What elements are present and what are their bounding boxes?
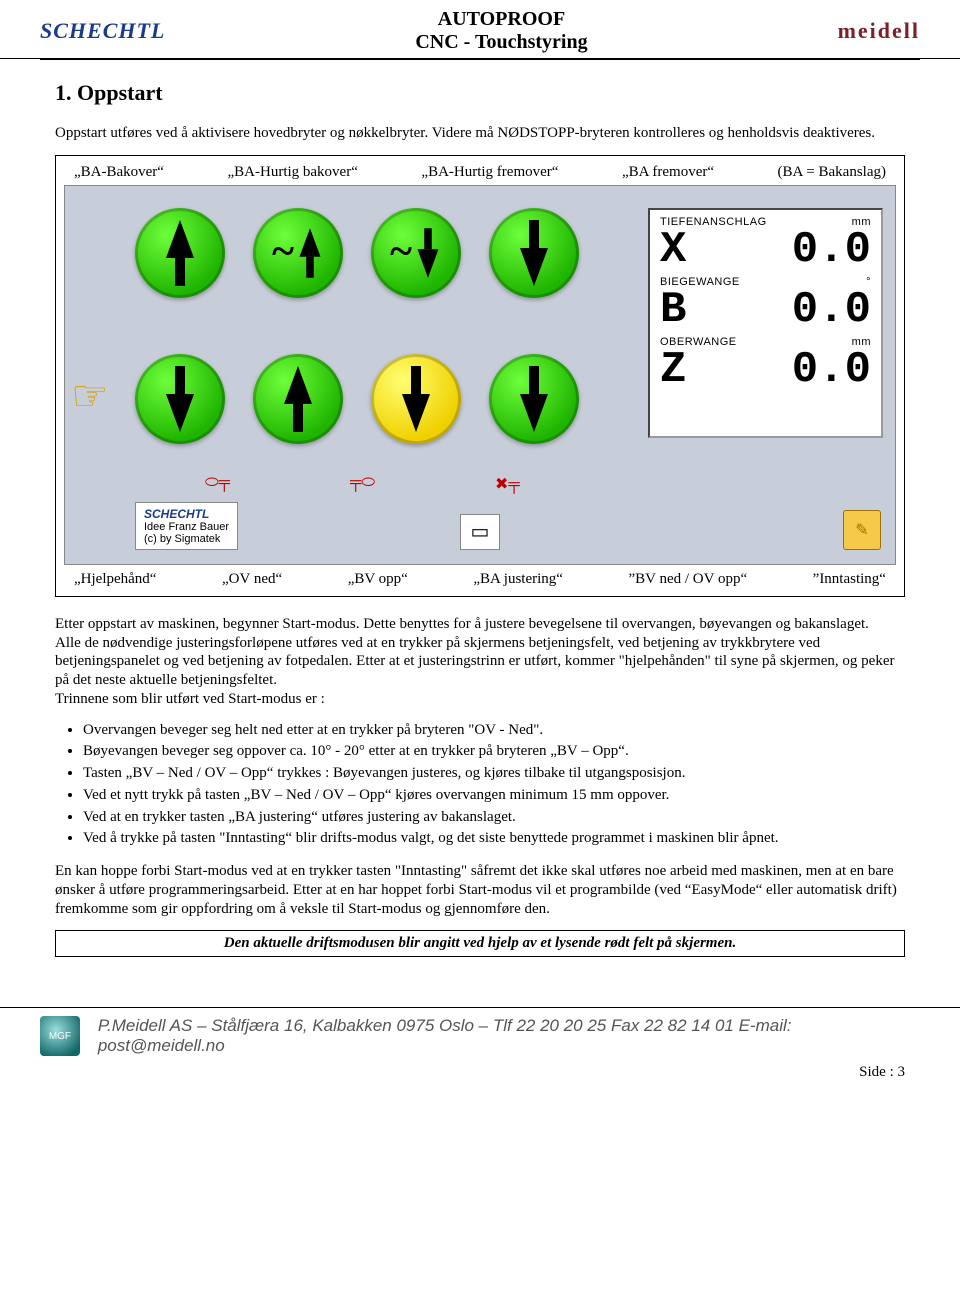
callout-ba-hurtig-fremover: „BA-Hurtig fremover“ (421, 164, 558, 181)
section-heading: 1. Oppstart (55, 80, 905, 106)
notepad-icon[interactable]: ✎ (843, 510, 881, 550)
bullet-item: Overvangen beveger seg helt ned etter at… (83, 721, 905, 740)
logo-left: SCHECHTL (40, 18, 165, 44)
info-banner: Den aktuelle driftsmodusen blir angitt v… (55, 930, 905, 957)
brand-box: SCHECHTL Idee Franz Bauer (c) by Sigmate… (135, 502, 238, 550)
readout-sym-z: Z (660, 348, 686, 392)
button-row-top: ~ ~ (135, 208, 579, 298)
readout-panel: TIEFENANSCHLAGmm X0.0 BIEGEWANGE° B0.0 O… (648, 208, 883, 438)
page-footer: MGF P.Meidell AS – Stålfjæra 16, Kalbakk… (0, 1007, 960, 1064)
hmi-callout-box: „BA-Bakover“ „BA-Hurtig bakover“ „BA-Hur… (55, 155, 905, 597)
body-p2: Alle de nødvendige justeringsforløpene u… (55, 634, 905, 690)
hmi-panel: ~ ~ ☞ (64, 185, 896, 565)
clamp-icon: ⬭╤ (205, 474, 230, 494)
callouts-top: „BA-Bakover“ „BA-Hurtig bakover“ „BA-Hur… (64, 162, 896, 183)
header-title: AUTOPROOF CNC - Touchstyring (165, 8, 837, 54)
page-header: SCHECHTL AUTOPROOF CNC - Touchstyring me… (0, 0, 960, 59)
brand-sub1: Idee Franz Bauer (144, 521, 229, 533)
clamp-icon: ╤⬭ (350, 474, 375, 494)
callout-hjelpehand: „Hjelpehånd“ (74, 571, 156, 588)
clamp-icon: ✖╤ (495, 474, 520, 494)
machine-icon[interactable]: ▭ (460, 514, 500, 550)
clamp-icons: ⬭╤ ╤⬭ ✖╤ (205, 474, 520, 494)
logo-right: meidell (838, 18, 920, 44)
callout-ba-justering: „BA justering“ (473, 571, 563, 588)
btn-bv-opp[interactable] (253, 354, 343, 444)
btn-ov-ned[interactable] (135, 354, 225, 444)
readout-sym-b: B (660, 288, 686, 332)
bullet-item: Ved at en trykker tasten „BA justering“ … (83, 808, 905, 827)
title-line2: CNC - Touchstyring (165, 31, 837, 54)
help-hand-icon: ☞ (71, 371, 109, 421)
content: 1. Oppstart Oppstart utføres ved å aktiv… (0, 60, 960, 967)
readout-sym-x: X (660, 228, 686, 272)
body-p1: Etter oppstart av maskinen, begynner Sta… (55, 615, 905, 634)
callout-ba-fremover: „BA fremover“ (622, 164, 714, 181)
callouts-bottom: „Hjelpehånd“ „OV ned“ „BV opp“ „BA juste… (64, 569, 896, 590)
callout-ba-note: (BA = Bakanslag) (778, 164, 886, 181)
body-p4: En kan hoppe forbi Start-modus ved at en… (55, 862, 905, 918)
footer-logo-icon: MGF (40, 1016, 80, 1056)
btn-bv-ned-ov-opp[interactable] (489, 354, 579, 444)
btn-ba-fremover[interactable] (489, 208, 579, 298)
brand-sub2: (c) by Sigmatek (144, 533, 229, 545)
bullet-item: Ved å trykke på tasten "Inntasting“ blir… (83, 829, 905, 848)
brand-main: SCHECHTL (144, 507, 229, 521)
page-number: Side : 3 (0, 1064, 960, 1091)
btn-ba-hurtig-fremover[interactable]: ~ (371, 208, 461, 298)
bullet-list: Overvangen beveger seg helt ned etter at… (83, 721, 905, 849)
bullet-item: Bøyevangen beveger seg oppover ca. 10° -… (83, 742, 905, 761)
callout-ov-ned: „OV ned“ (222, 571, 282, 588)
btn-ba-justering[interactable] (371, 354, 461, 444)
button-row-bottom (135, 354, 579, 444)
callout-ba-bakover: „BA-Bakover“ (74, 164, 164, 181)
title-line1: AUTOPROOF (165, 8, 837, 31)
bullet-item: Tasten „BV – Ned / OV – Opp“ trykkes : B… (83, 764, 905, 783)
footer-text: P.Meidell AS – Stålfjæra 16, Kalbakken 0… (98, 1016, 920, 1056)
callout-ba-hurtig-bakover: „BA-Hurtig bakover“ (228, 164, 358, 181)
bullet-item: Ved et nytt trykk på tasten „BV – Ned / … (83, 786, 905, 805)
callout-bv-opp: „BV opp“ (348, 571, 408, 588)
callout-bv-ned-ov-opp: ”BV ned / OV opp“ (629, 571, 748, 588)
readout-val-x: 0.0 (792, 228, 871, 272)
body-p3: Trinnene som blir utført ved Start-modus… (55, 690, 905, 709)
intro-paragraph: Oppstart utføres ved å aktivisere hovedb… (55, 124, 905, 143)
readout-val-b: 0.0 (792, 288, 871, 332)
callout-inntasting: ”Inntasting“ (813, 571, 886, 588)
btn-ba-hurtig-bakover[interactable]: ~ (253, 208, 343, 298)
readout-val-z: 0.0 (792, 348, 871, 392)
btn-ba-bakover[interactable] (135, 208, 225, 298)
